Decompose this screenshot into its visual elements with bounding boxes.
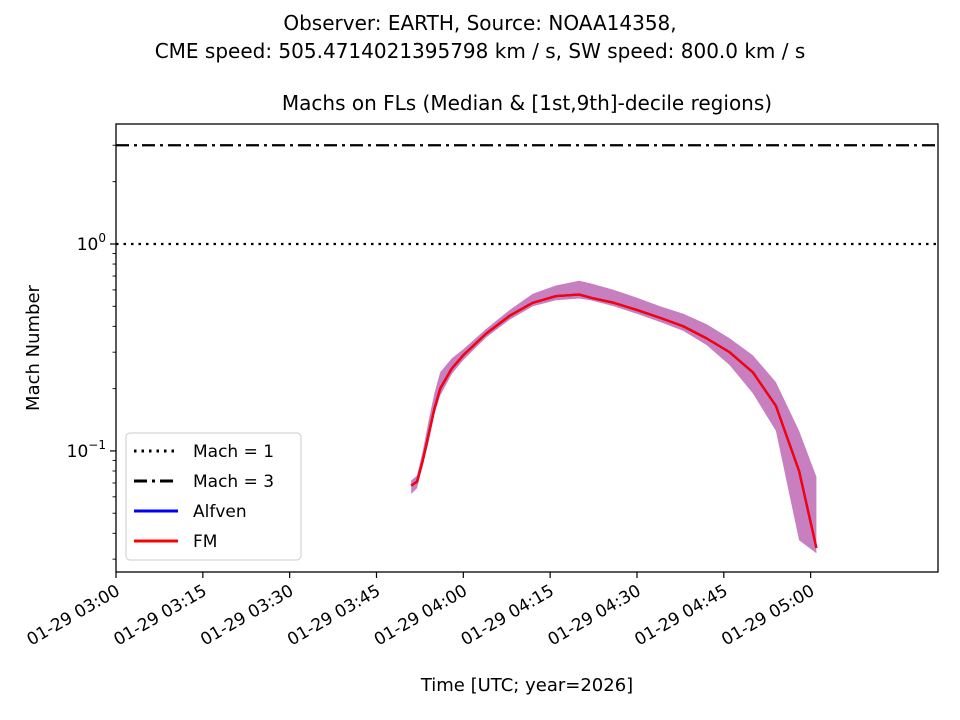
legend-label-fm: FM	[193, 532, 217, 552]
y-tick-label: 10−1	[67, 438, 106, 462]
legend-label-mach-3: Mach = 3	[193, 472, 274, 492]
x-tick-label: 01-29 04:00	[371, 581, 471, 650]
x-tick-label: 01-29 05:00	[718, 581, 818, 650]
x-tick-label: 01-29 03:45	[284, 581, 384, 650]
x-tick-label: 01-29 03:00	[24, 581, 124, 650]
chart-title: Machs on FLs (Median & [1st,9th]-decile …	[281, 91, 773, 115]
series-alfven-line	[410, 293, 818, 549]
legend: Mach = 1 Mach = 3 Alfven FM	[125, 432, 302, 561]
x-tick-label: 01-29 04:45	[631, 581, 731, 650]
y-axis: 10−1 100	[67, 144, 116, 560]
decile-band	[411, 280, 817, 554]
y-axis-label: Mach Number	[23, 284, 44, 410]
x-tick-label: 01-29 04:15	[458, 581, 558, 650]
x-tick-label: 01-29 04:30	[545, 581, 645, 650]
x-axis-label: Time [UTC; year=2026]	[420, 675, 633, 696]
figure-suptitle-line-2: CME speed: 505.4714021395798 km / s, SW …	[154, 39, 806, 63]
x-tick-label: 01-29 03:15	[110, 581, 210, 650]
figure-suptitle-line-1: Observer: EARTH, Source: NOAA14358,	[283, 11, 677, 35]
axes-frame	[115, 123, 939, 573]
x-tick-label: 01-29 03:30	[197, 581, 297, 650]
legend-box	[125, 432, 302, 561]
legend-label-alfven: Alfven	[193, 502, 247, 522]
plot-area	[116, 144, 938, 554]
y-tick-label: 100	[77, 231, 106, 255]
series-fm-line	[410, 293, 818, 549]
legend-label-mach-1: Mach = 1	[193, 442, 274, 462]
